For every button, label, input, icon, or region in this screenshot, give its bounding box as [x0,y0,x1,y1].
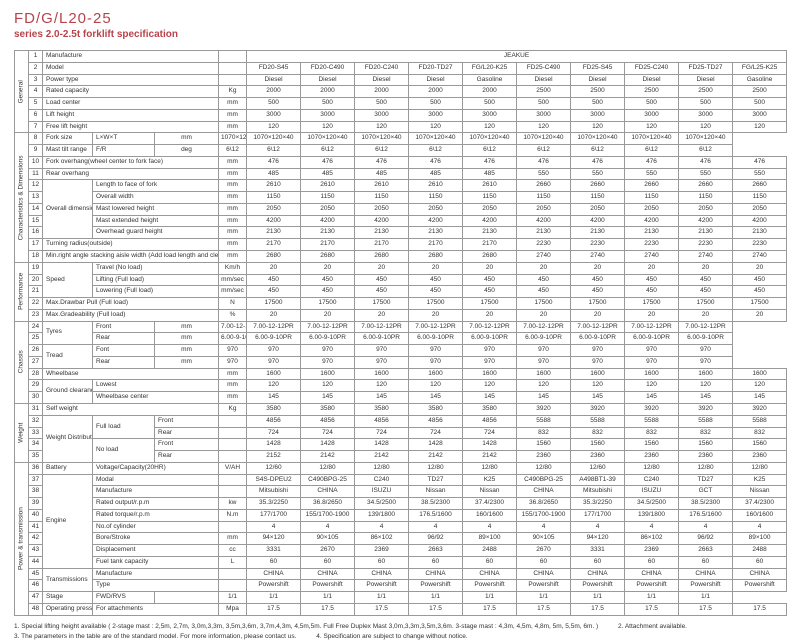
footnotes: 1. Special lifting height available ( 2-… [14,622,786,641]
spec-table: General1ManufactureJEAKUE2ModelFD20-S45F… [14,50,787,616]
footnote: 1. Special lifting height available ( 2-… [14,622,598,632]
page-subtitle: series 2.0-2.5t forklift specification [14,29,786,40]
footnote: 3. The parameters in the table are of th… [14,632,296,641]
footnote: 4. Specification are subject to change w… [316,632,467,641]
page-title: FD/G/L20-25 [14,10,786,27]
footnote: 2. Attachment available. [618,622,687,632]
